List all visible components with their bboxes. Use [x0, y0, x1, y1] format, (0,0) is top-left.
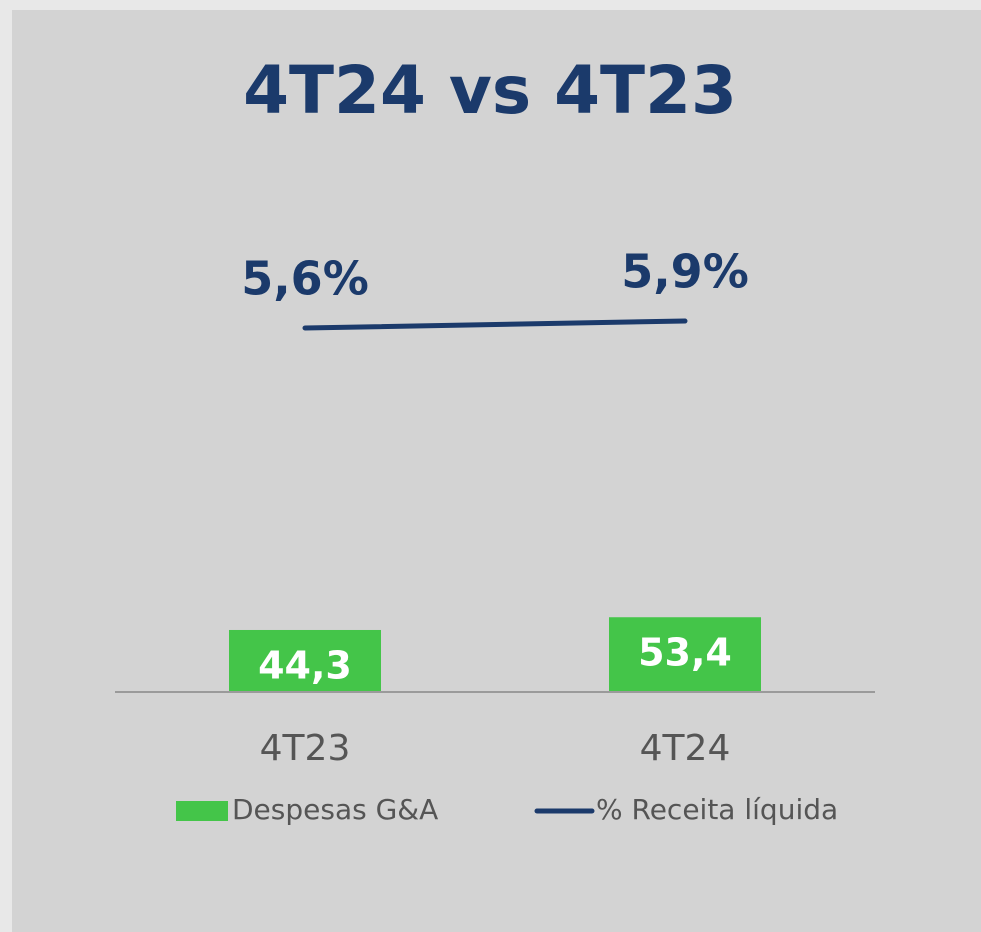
legend-label: Despesas G&A [232, 793, 438, 826]
bar [229, 629, 381, 692]
legend-label: % Receita líquida [596, 793, 838, 826]
bar [609, 617, 761, 692]
x-tick-label: 4T24 [640, 728, 731, 769]
line-series [302, 318, 688, 331]
bar-value-label: 53,4 [638, 631, 732, 675]
panel [12, 10, 981, 932]
line-value-label: 5,6% [241, 252, 369, 306]
chart-title: 4T24 vs 4T23 [243, 52, 737, 129]
legend-swatch [176, 801, 228, 821]
x-tick-label: 4T23 [260, 728, 351, 769]
bar-value-label: 44,3 [258, 643, 352, 687]
line-value-label: 5,9% [621, 245, 749, 299]
